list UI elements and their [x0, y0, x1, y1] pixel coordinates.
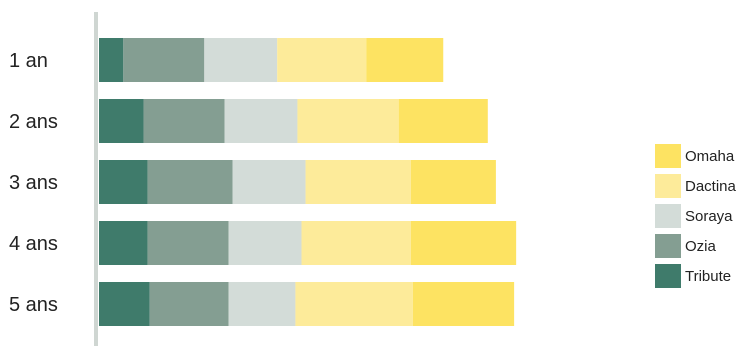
- bar-dactina-3-ans: [305, 160, 411, 204]
- category-label-3-ans: 3 ans: [9, 172, 58, 194]
- legend-swatch-omaha: [655, 144, 681, 168]
- bar-tribute-1-an: [99, 38, 124, 82]
- bar-dactina-5-ans: [295, 282, 413, 326]
- legend-label-omaha: Omaha: [685, 148, 735, 165]
- bar-dactina-4-ans: [301, 221, 411, 265]
- legend-swatch-tribute: [655, 264, 681, 288]
- bar-dactina-1-an: [277, 38, 367, 82]
- legend-label-tribute: Tribute: [685, 268, 731, 285]
- bar-ozia-4-ans: [147, 221, 229, 265]
- bar-soraya-3-ans: [232, 160, 306, 204]
- bar-dactina-2-ans: [297, 99, 399, 143]
- category-label-5-ans: 5 ans: [9, 294, 58, 316]
- bar-soraya-2-ans: [224, 99, 298, 143]
- bar-tribute-4-ans: [99, 221, 148, 265]
- category-label-1-an: 1 an: [9, 50, 48, 72]
- bar-ozia-3-ans: [147, 160, 233, 204]
- legend-swatch-ozia: [655, 234, 681, 258]
- bar-ozia-1-an: [123, 38, 205, 82]
- bar-omaha-2-ans: [398, 99, 488, 143]
- bar-omaha-1-an: [366, 38, 444, 82]
- legend: Omaha Dactina Soraya Ozia Tribute: [655, 144, 737, 288]
- bar-omaha-5-ans: [412, 282, 515, 326]
- bar-omaha-4-ans: [410, 221, 517, 265]
- category-label-2-ans: 2 ans: [9, 111, 58, 133]
- legend-swatch-dactina: [655, 174, 681, 198]
- legend-label-dactina: Dactina: [685, 178, 737, 195]
- bar-tribute-3-ans: [99, 160, 148, 204]
- category-labels: 1 an 2 ans 3 ans 4 ans 5 ans: [9, 50, 58, 316]
- bar-soraya-5-ans: [228, 282, 296, 326]
- bar-ozia-5-ans: [149, 282, 229, 326]
- bar-soraya-4-ans: [228, 221, 302, 265]
- legend-label-ozia: Ozia: [685, 238, 717, 255]
- legend-swatch-soraya: [655, 204, 681, 228]
- bar-ozia-2-ans: [143, 99, 225, 143]
- bar-tribute-5-ans: [99, 282, 150, 326]
- bars-group: [99, 38, 517, 326]
- bar-tribute-2-ans: [99, 99, 144, 143]
- legend-label-soraya: Soraya: [685, 208, 733, 225]
- bar-soraya-1-an: [204, 38, 278, 82]
- category-label-4-ans: 4 ans: [9, 233, 58, 255]
- bar-omaha-3-ans: [410, 160, 496, 204]
